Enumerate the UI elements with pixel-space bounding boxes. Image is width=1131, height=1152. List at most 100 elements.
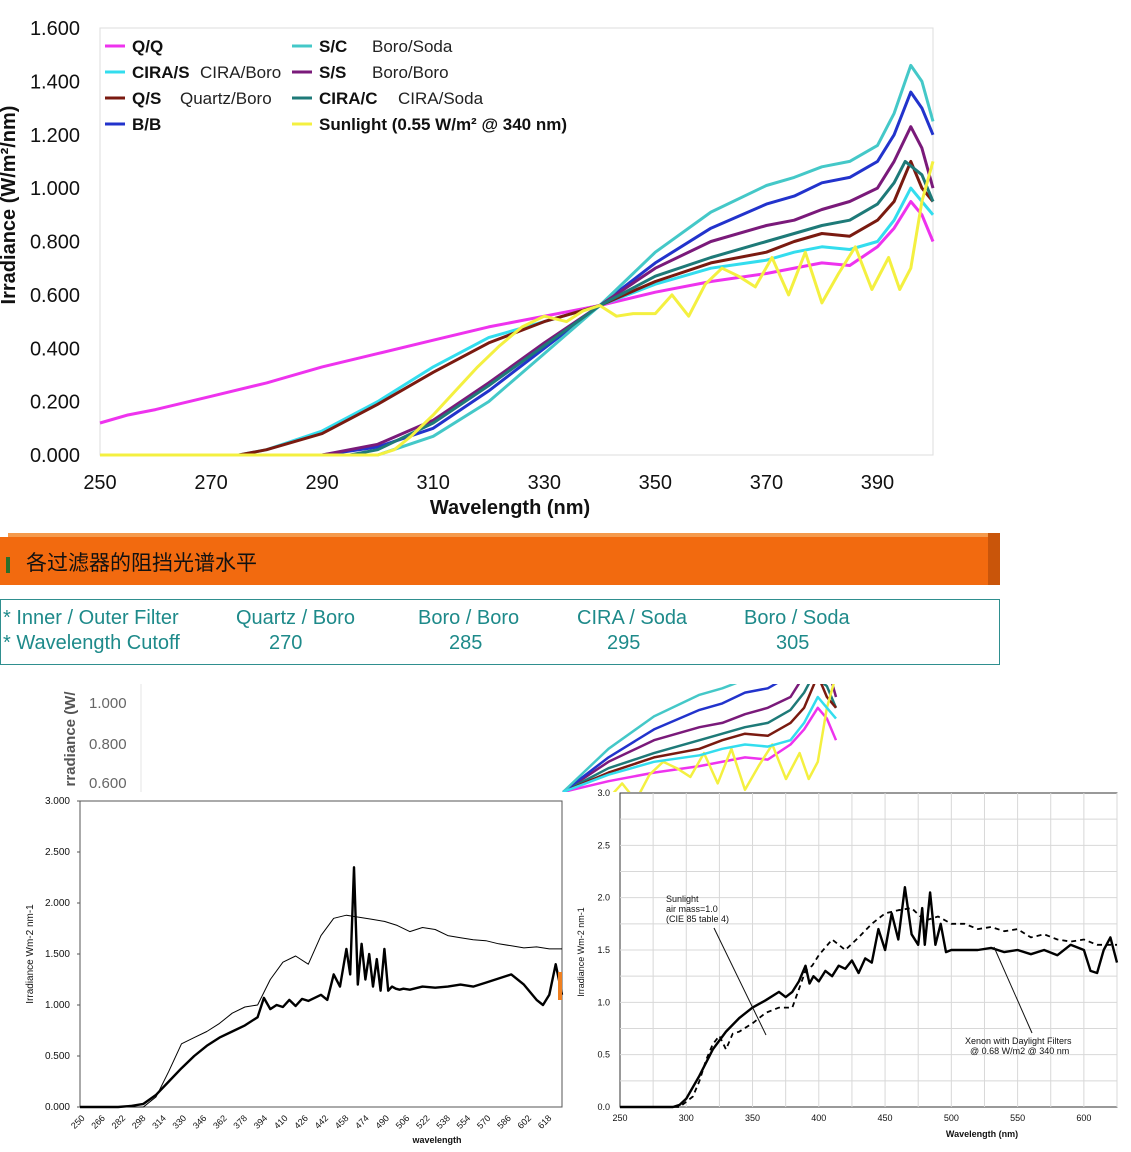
x-tick-label: 394 [252, 1113, 270, 1131]
y-axis-label: Irradiance Wm-2 nm-1 [576, 907, 586, 997]
y-tick-label: 1.5 [597, 945, 610, 955]
y-tick-label: 0.200 [30, 392, 80, 414]
x-tick-label: 538 [434, 1113, 452, 1131]
filter-cira-soda: CIRA / Soda [577, 607, 688, 629]
y-axis-label: Irradiance Wm-2 nm-1 [25, 904, 36, 1004]
legend-description: Quartz/Boro [180, 89, 272, 108]
y-tick-label: 1.0 [597, 997, 610, 1007]
x-tick-label: 350 [745, 1113, 760, 1123]
x-tick-label: 330 [528, 472, 561, 494]
x-tick-label: 450 [878, 1113, 893, 1123]
x-tick-label: 554 [455, 1113, 473, 1131]
x-tick-label: 474 [353, 1113, 371, 1131]
x-tick-label: 586 [495, 1113, 513, 1131]
cutoff-table: * Inner / Outer Filter * Wavelength Cuto… [0, 599, 1000, 665]
cutoff-quartz-boro: 270 [269, 632, 303, 654]
sunlight-annotation: (CIE 85 table 4) [666, 914, 729, 924]
x-tick-label: 250 [69, 1113, 87, 1131]
y-tick-label: 1.400 [30, 71, 80, 93]
cropped-y-tick: 0.800 [89, 736, 127, 753]
x-tick-label: 310 [417, 472, 450, 494]
y-tick-label: 2.500 [45, 847, 70, 858]
y-tick-label: 0.5 [597, 1050, 610, 1060]
edge-mark [558, 972, 562, 1000]
x-tick-label: 570 [475, 1113, 493, 1131]
x-tick-label: 300 [679, 1113, 694, 1123]
x-tick-label: 270 [194, 472, 227, 494]
legend-code: S/S [319, 63, 346, 82]
x-tick-label: 618 [536, 1113, 554, 1131]
cutoff-boro-soda: 305 [776, 632, 810, 654]
x-tick-label: 250 [612, 1113, 627, 1123]
cropped-y-label: rradiance (W/ [62, 691, 79, 787]
x-tick-label: 362 [211, 1113, 229, 1131]
cropped-y-tick: 1.000 [89, 695, 127, 712]
y-tick-label: 1.000 [45, 1000, 70, 1011]
x-axis-label: Wavelength (nm) [430, 497, 590, 519]
x-tick-label: 550 [1010, 1113, 1025, 1123]
y-tick-label: 0.400 [30, 338, 80, 360]
series-q-s [100, 159, 935, 457]
filter-quartz-boro: Quartz / Boro [236, 607, 355, 629]
xenon-annotation: Xenon with Daylight Filters [965, 1036, 1072, 1046]
legend-code: S/C [319, 37, 347, 56]
y-tick-label: 0.500 [45, 1051, 70, 1062]
x-tick-label: 442 [313, 1113, 331, 1131]
x-tick-label: 400 [811, 1113, 826, 1123]
x-tick-label: 522 [414, 1113, 432, 1131]
x-tick-label: 290 [305, 472, 338, 494]
y-tick-label: 2.5 [597, 840, 610, 850]
plot-area [79, 800, 563, 1108]
x-axis-label: wavelength [411, 1135, 461, 1145]
cropped-series-sunlight [563, 684, 835, 792]
y-tick-label: 1.200 [30, 125, 80, 147]
x-tick-label: 378 [231, 1113, 249, 1131]
cropped-series-b-b [562, 684, 778, 792]
cutoff-cira-soda: 295 [607, 632, 641, 654]
cropped-series-q-s [562, 684, 837, 792]
x-tick-label: 282 [110, 1113, 128, 1131]
y-tick-label: 2.000 [45, 898, 70, 909]
filter-row-label: * Inner / Outer Filter [3, 607, 179, 629]
sunlight-pointer [713, 927, 767, 1036]
legend-code: Sunlight (0.55 W/m² @ 340 nm) [319, 115, 567, 134]
banner-title: 各过滤器的阻挡光谱水平 [26, 551, 257, 575]
series-s-c [100, 63, 935, 457]
x-tick-label: 390 [861, 472, 894, 494]
filter-chart-svg: 0.000 0.200 0.400 0.600 0.800 1.000 1.200 1.400… [0, 18, 935, 519]
cropped-y-tick: 0.600 [89, 775, 127, 792]
cropped-series-s-s [562, 684, 838, 792]
x-axis-label: Wavelength (nm) [946, 1129, 1018, 1139]
series-bold [80, 866, 564, 1109]
xenon-annotation: @ 0.68 W/m2 @ 340 nm [970, 1046, 1069, 1056]
x-tick-label: 500 [944, 1113, 959, 1123]
legend-code: Q/Q [132, 37, 163, 56]
x-tick-label: 350 [639, 472, 672, 494]
y-axis-label: Irradiance (W/m²/nm) [0, 106, 20, 305]
banner-marker [6, 557, 10, 573]
x-tick-label: 506 [394, 1113, 412, 1131]
x-tick-label: 490 [373, 1113, 391, 1131]
sunlight-annotation: air mass=1.0 [666, 904, 718, 914]
x-tick-label: 602 [516, 1113, 534, 1131]
series-thin [80, 914, 562, 1108]
x-tick-label: 600 [1076, 1113, 1091, 1123]
legend-code: CIRA/S [132, 63, 190, 82]
cropped-series-s-c [562, 684, 738, 792]
legend-description: Boro/Soda [372, 37, 453, 56]
legend-description: CIRA/Soda [398, 89, 484, 108]
legend-code: CIRA/C [319, 89, 378, 108]
x-tick-label: 458 [333, 1113, 351, 1131]
filter-boro-soda: Boro / Soda [744, 607, 850, 629]
filter-boro-boro: Boro / Boro [418, 607, 520, 629]
cropped-filter-chart: rradiance (W/ 1.000 0.800 0.600 [55, 684, 840, 792]
x-tick-label: 410 [272, 1113, 290, 1131]
x-tick-label: 250 [83, 472, 116, 494]
x-tick-label: 346 [191, 1113, 209, 1131]
legend-code: B/B [132, 115, 161, 134]
x-tick-label: 330 [171, 1113, 189, 1131]
series-cira-c [100, 159, 935, 457]
series-sunlight [100, 160, 935, 457]
y-tick-label: 0.600 [30, 285, 80, 307]
x-tick-label: 298 [130, 1113, 148, 1131]
